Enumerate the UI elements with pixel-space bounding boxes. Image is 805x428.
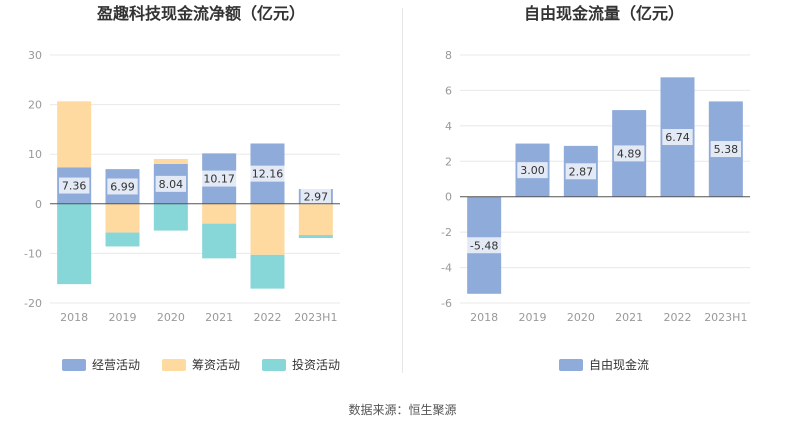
x-tick-label: 2019 xyxy=(519,311,547,324)
value-label-bg xyxy=(710,141,742,158)
value-label: 2.97 xyxy=(304,190,329,203)
y-tick-label: -6 xyxy=(441,297,452,310)
x-tick-label: 2023H1 xyxy=(704,311,747,324)
value-label: 6.74 xyxy=(665,131,690,144)
bar-financing-2020 xyxy=(153,158,188,164)
value-label-bg xyxy=(155,175,187,192)
bar-investing-2019 xyxy=(105,232,140,247)
legend-item-financing[interactable]: 筹资活动 xyxy=(161,356,240,373)
x-tick-label: 2020 xyxy=(567,311,595,324)
value-label: 3.00 xyxy=(520,164,545,177)
legend-label-investing: 投资活动 xyxy=(292,358,341,372)
right-chart-title: 自由现金流量（亿元） xyxy=(523,4,684,23)
value-label: 6.99 xyxy=(110,180,135,193)
y-tick-label: -2 xyxy=(441,226,452,239)
data-source-note: 数据来源：恒生聚源 xyxy=(348,403,457,417)
legend-swatch-financing xyxy=(161,358,186,371)
x-tick-label: 2021 xyxy=(615,311,643,324)
value-label-bg xyxy=(565,163,597,180)
legend-swatch-investing xyxy=(262,358,286,371)
legend-item-investing[interactable]: 投资活动 xyxy=(262,356,340,373)
legend-item-fcf[interactable]: 自由现金流 xyxy=(558,356,649,373)
y-tick-label: 0 xyxy=(35,198,42,211)
bar-investing-2021 xyxy=(202,223,237,259)
value-label: 5.38 xyxy=(714,143,739,156)
value-label-bg xyxy=(613,145,645,162)
value-label: 8.04 xyxy=(159,178,184,191)
value-label: 12.16 xyxy=(252,168,284,181)
legend-label-operating: 经营活动 xyxy=(91,358,140,372)
legend-label-financing: 筹资活动 xyxy=(191,358,240,372)
x-tick-label: 2021 xyxy=(205,311,233,324)
legend-swatch-operating xyxy=(61,358,86,371)
x-tick-label: 2018 xyxy=(60,311,88,324)
bar-financing-2023H1 xyxy=(298,203,333,236)
net-cash-flow-panel: 盈趣科技现金流净额（亿元） -20 -10 0 10 20 30 7.36 2018 6.99 2… xyxy=(0,0,402,392)
value-label-bg xyxy=(662,129,693,146)
y-tick-label: 0 xyxy=(445,191,452,204)
left-chart-title: 盈趣科技现金流净额（亿元） xyxy=(96,4,305,23)
legend-label-fcf: 自由现金流 xyxy=(588,358,649,372)
y-tick-label: 4 xyxy=(445,120,452,133)
y-tick-label: 20 xyxy=(28,99,42,112)
legend-item-operating[interactable]: 经营活动 xyxy=(61,356,140,373)
value-label: -5.48 xyxy=(470,239,498,252)
y-tick-label: 8 xyxy=(445,49,452,62)
bar-financing-2019 xyxy=(105,203,140,233)
x-tick-label: 2019 xyxy=(109,311,137,324)
value-label-bg xyxy=(465,237,503,254)
panel-divider xyxy=(402,8,403,373)
y-tick-label: 30 xyxy=(28,49,42,62)
value-label: 4.89 xyxy=(617,147,642,160)
y-tick-label: 6 xyxy=(445,84,452,97)
bar-investing-2020 xyxy=(153,203,188,231)
bar-financing-2021 xyxy=(202,203,237,224)
free-cash-flow-panel: 自由现金流量（亿元） -6 -4 -2 0 2 4 6 8 -5.48 2018 3.00 2019 2… xyxy=(403,0,805,392)
value-label-bg xyxy=(300,188,332,205)
x-tick-label: 2023H1 xyxy=(294,311,337,324)
free-cash-flow-chart: -6 -4 -2 0 2 4 6 8 -5.48 2018 3.00 2019 2.87 2020 4.89… xyxy=(441,49,750,324)
value-label-bg xyxy=(249,165,286,182)
net-cash-flow-chart: -20 -10 0 10 20 30 7.36 2018 6.99 2019 8.04 2020 10.… xyxy=(24,49,340,324)
value-label-bg xyxy=(58,177,90,194)
value-label: 7.36 xyxy=(62,180,87,193)
x-tick-label: 2020 xyxy=(157,311,185,324)
x-tick-label: 2022 xyxy=(254,311,282,324)
value-label-bg xyxy=(107,178,138,195)
legend-swatch-fcf xyxy=(558,358,583,371)
value-label-bg xyxy=(517,162,548,179)
bar-financing-2018 xyxy=(57,101,92,168)
left-legend: 经营活动 筹资活动 投资活动 xyxy=(0,356,402,373)
x-tick-label: 2018 xyxy=(470,311,498,324)
y-tick-label: -20 xyxy=(24,297,42,310)
bar-investing-2018 xyxy=(57,203,92,285)
right-legend: 自由现金流 xyxy=(403,356,805,373)
y-tick-label: 2 xyxy=(445,155,452,168)
bar-investing-2023H1 xyxy=(298,235,333,239)
x-tick-label: 2022 xyxy=(664,311,692,324)
y-tick-label: -4 xyxy=(441,262,452,275)
value-label-bg xyxy=(200,170,238,187)
bar-investing-2022 xyxy=(250,254,285,289)
y-tick-label: 10 xyxy=(28,148,42,161)
y-tick-label: -10 xyxy=(24,247,42,260)
value-label: 10.17 xyxy=(203,173,235,186)
bar-financing-2022 xyxy=(250,203,285,255)
value-label: 2.87 xyxy=(569,165,594,178)
